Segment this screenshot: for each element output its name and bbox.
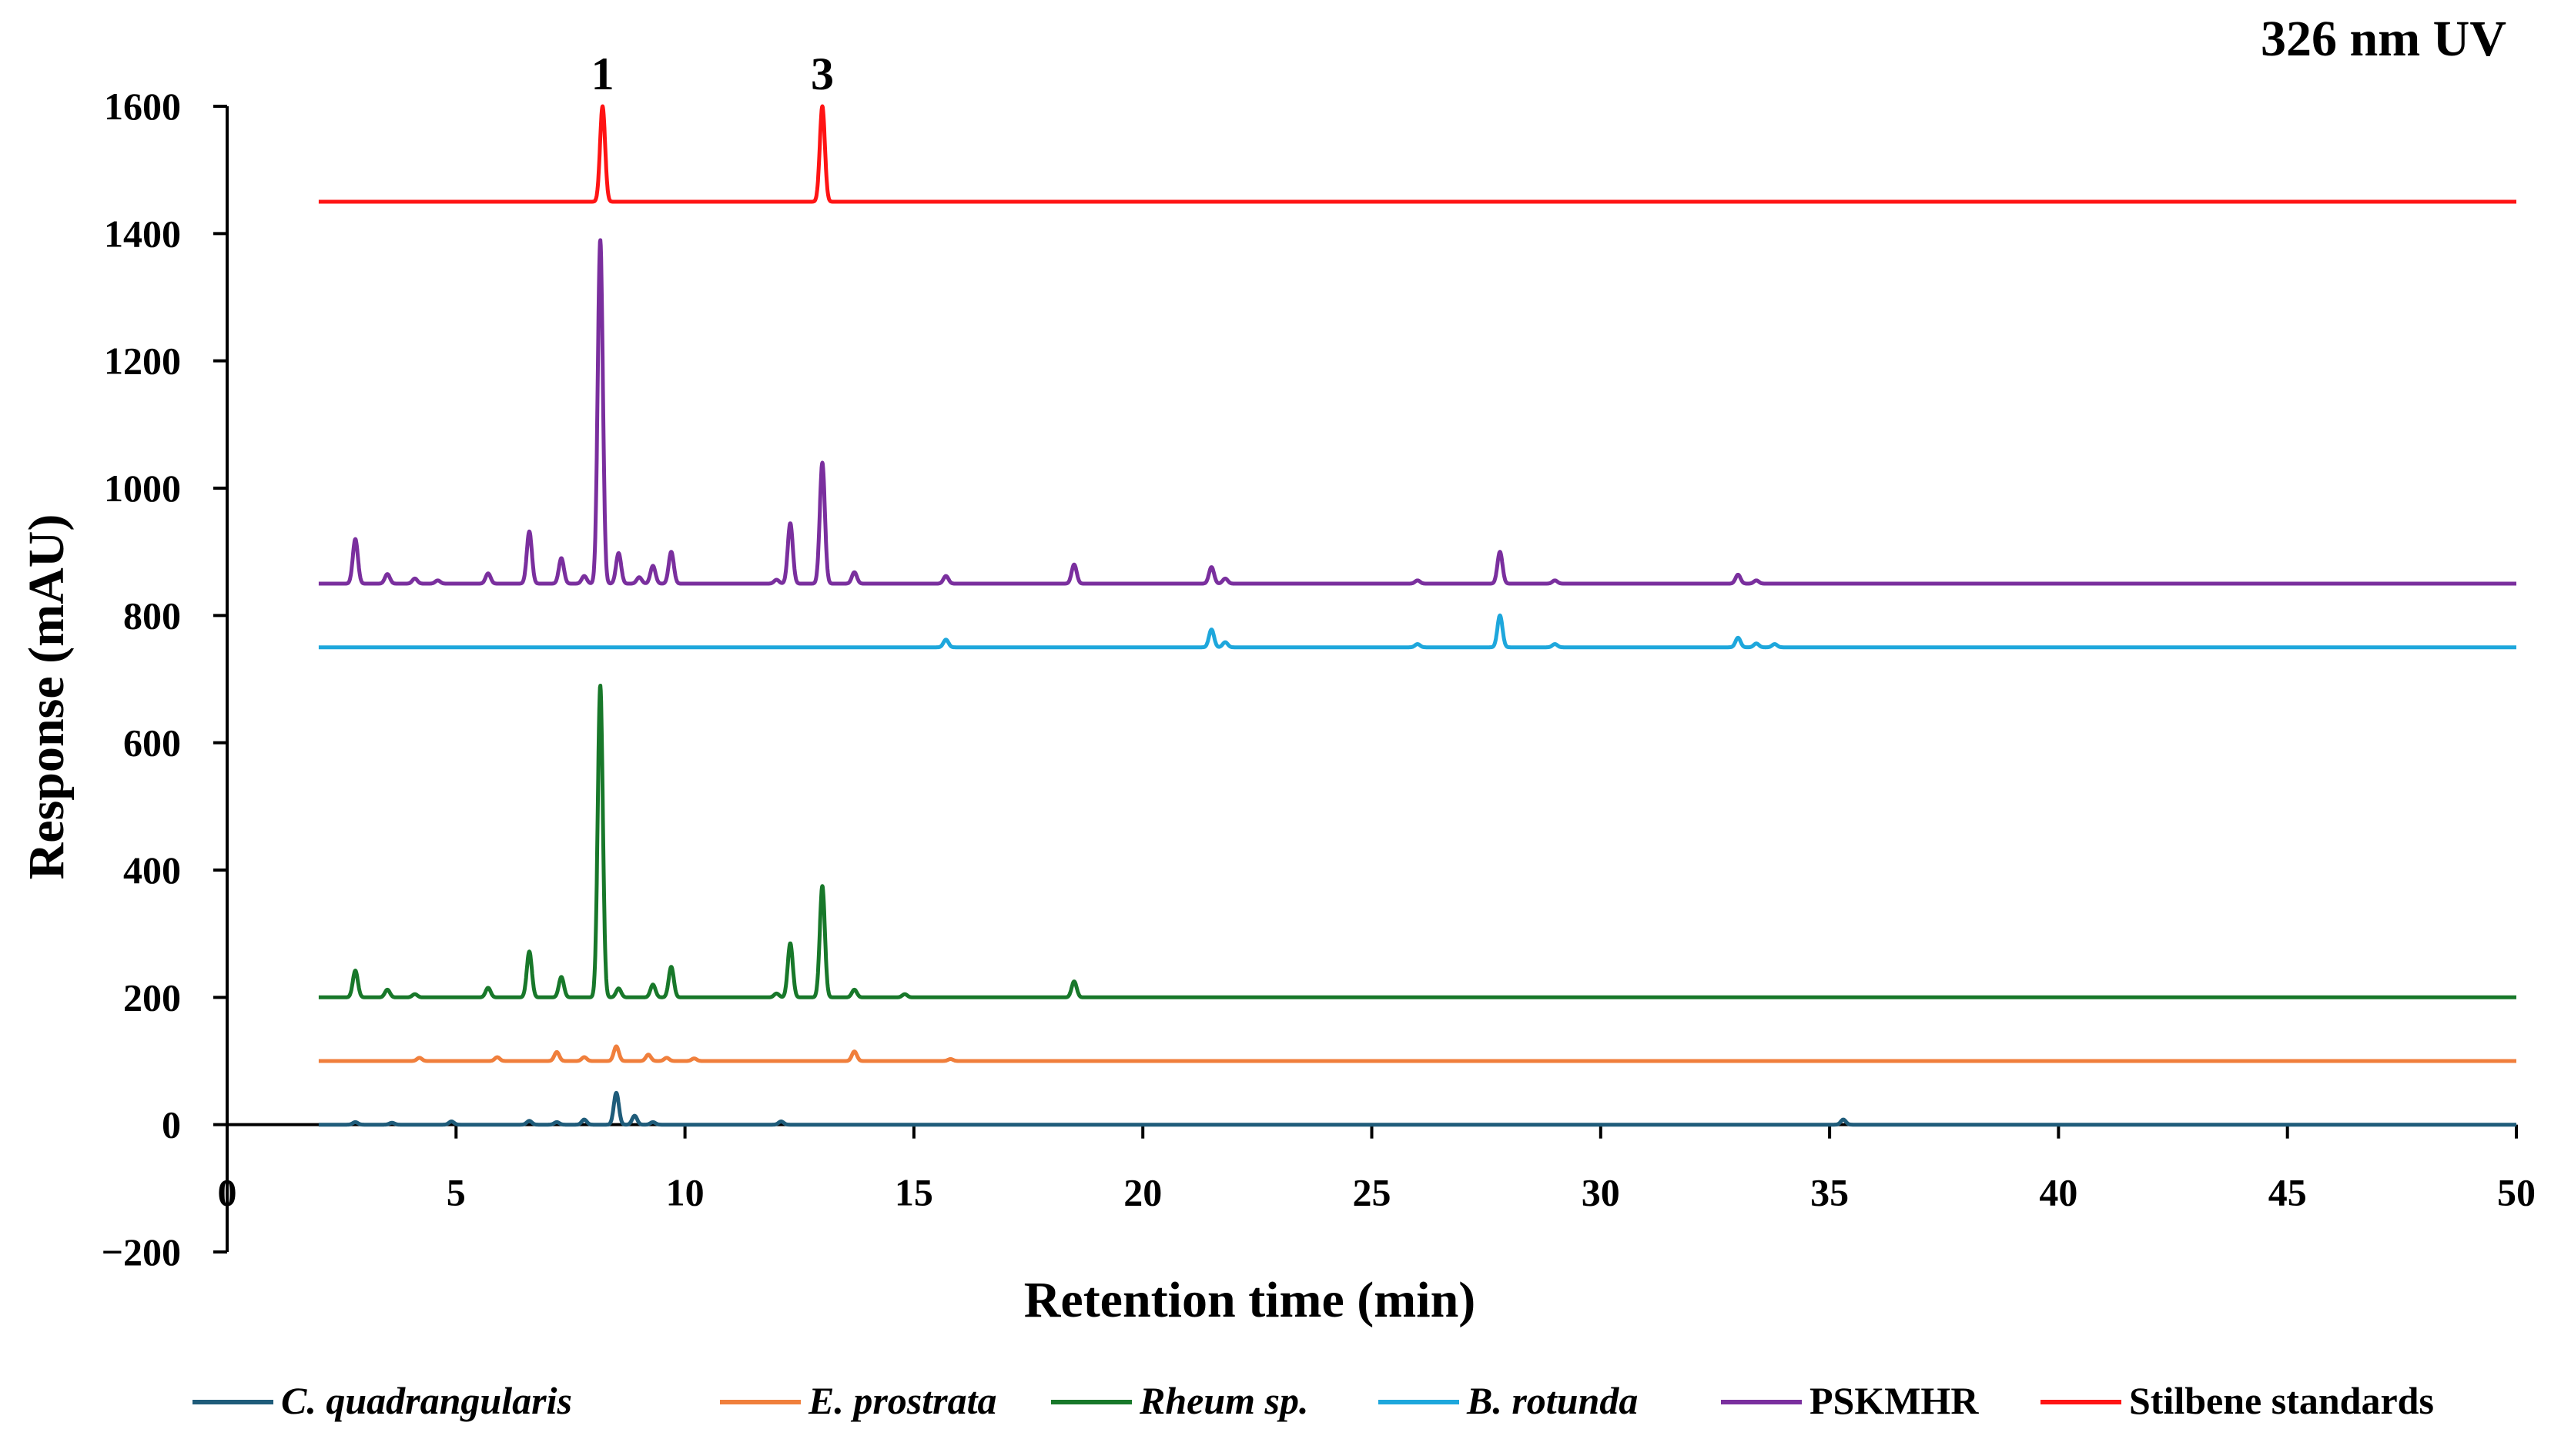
y-tick-label: 600: [123, 721, 181, 765]
x-axis-title: Retention time (min): [1024, 1272, 1476, 1328]
y-tick-label: 1600: [104, 85, 181, 128]
series-line-1: [316, 1044, 2518, 1063]
x-tick-label: 40: [2039, 1171, 2077, 1214]
legend: C. quadrangularis E. prostrata Rheum sp. B.…: [192, 1379, 2434, 1422]
x-tick-label: 45: [2268, 1171, 2307, 1214]
peak-label: 3: [811, 49, 834, 99]
x-tick-label: 10: [666, 1171, 705, 1214]
x-axis-ticks: 0 5 10 15 20 25 30 35 40 45 50: [218, 1124, 2536, 1214]
legend-label: C. quadrangularis: [281, 1379, 572, 1422]
y-tick-label: 1400: [104, 212, 181, 255]
x-tick-label: 0: [218, 1171, 237, 1214]
series-lines: [316, 104, 2518, 1127]
y-tick-label: 1000: [104, 467, 181, 510]
series-line-5: [316, 104, 2518, 204]
legend-label: E. prostrata: [808, 1379, 997, 1422]
y-tick-label: −200: [102, 1230, 182, 1274]
series-line-2: [316, 684, 2518, 999]
y-axis-ticks: −200 0 200 400 600 800 1000 1200 1400 1600: [102, 85, 227, 1274]
series-line-0: [316, 1090, 2518, 1127]
series-line-3: [316, 613, 2518, 650]
legend-label: B. rotunda: [1466, 1379, 1638, 1422]
x-tick-label: 25: [1353, 1171, 1391, 1214]
axes: [226, 106, 2516, 1252]
legend-label: Rheum sp.: [1139, 1379, 1309, 1422]
y-tick-label: 400: [123, 848, 181, 892]
x-tick-label: 30: [1582, 1171, 1620, 1214]
y-tick-label: 0: [162, 1103, 181, 1146]
chart-title: 326 nm UV: [2261, 11, 2506, 67]
peak-label: 1: [591, 49, 614, 99]
y-axis-title: Response (mAU): [18, 514, 75, 880]
x-tick-label: 5: [447, 1171, 466, 1214]
y-tick-label: 1200: [104, 340, 181, 383]
legend-label: Stilbene standards: [2129, 1379, 2434, 1422]
series-line-4: [316, 238, 2518, 586]
y-tick-label: 200: [123, 976, 181, 1019]
x-tick-label: 50: [2497, 1171, 2536, 1214]
x-tick-label: 35: [1810, 1171, 1849, 1214]
x-tick-label: 15: [895, 1171, 933, 1214]
x-tick-label: 20: [1123, 1171, 1162, 1214]
legend-label: PSKMHR: [1809, 1379, 1979, 1422]
y-tick-label: 800: [123, 594, 181, 637]
